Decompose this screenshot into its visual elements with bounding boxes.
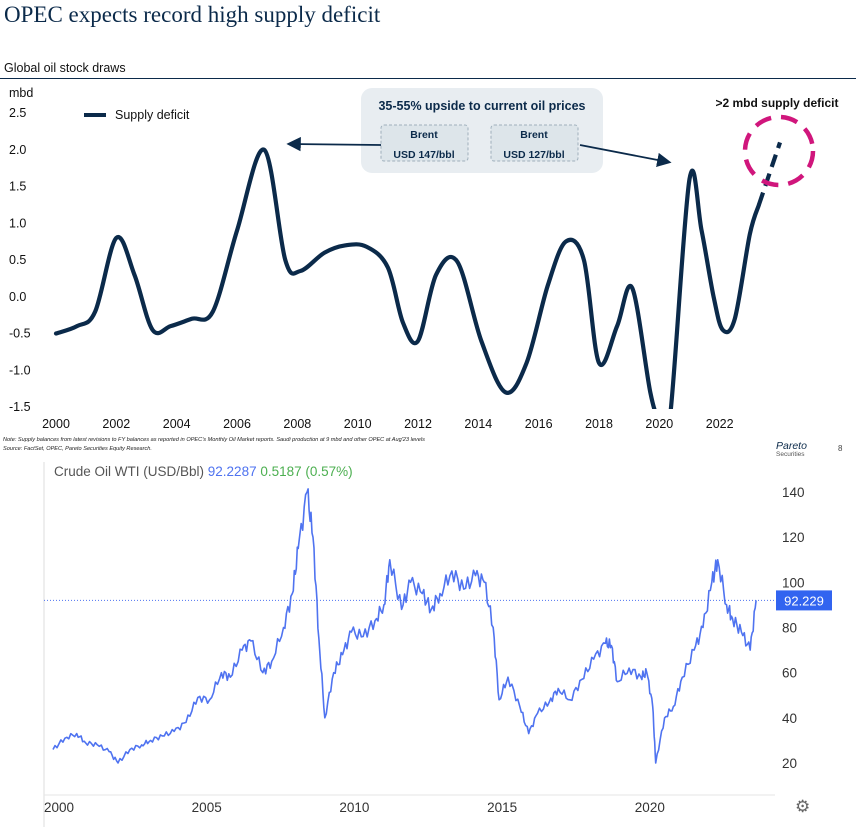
y-tick-label: 40 [782, 711, 797, 726]
x-tick-label: 2006 [223, 417, 251, 431]
chart-note: Note: Supply balances from latest revisi… [3, 437, 425, 443]
y-tick-label: 60 [782, 666, 797, 681]
wti-header: Crude Oil WTI (USD/Bbl) 92.2287 0.5187 (… [54, 464, 353, 479]
brent-label: Brent [410, 129, 438, 141]
last-value-badge-label: 92.229 [784, 593, 824, 608]
y-tick-label: 1.5 [9, 180, 26, 194]
x-tick-label: 2005 [192, 800, 222, 815]
x-tick-label: 2016 [525, 417, 553, 431]
y-tick-label: 2.0 [9, 143, 26, 157]
pareto-logo-sub: Securities [776, 451, 805, 458]
supply-deficit-chart: 2.5 2.0 1.5 1.0 0.5 0.0 -0.5 -1.0 -1.5 2000 2002 20… [9, 88, 839, 431]
page-number: 8 [838, 444, 843, 453]
y-tick-label: 0.5 [9, 253, 26, 267]
gear-icon[interactable]: ⚙ [795, 797, 811, 816]
x-tick-label: 2010 [339, 800, 369, 815]
y-tick-label: 0.0 [9, 290, 26, 304]
title-divider [0, 78, 856, 79]
pareto-logo: Pareto [776, 440, 807, 452]
y-axis-unit: mbd [9, 86, 34, 100]
x-tick-label: 2000 [44, 800, 74, 815]
series-projection-line [756, 141, 782, 206]
brent-box [380, 124, 469, 162]
legend-label: Supply deficit [115, 108, 190, 122]
wti-title: Crude Oil WTI (USD/Bbl) [54, 464, 208, 479]
annotation-title: 35-55% upside to current oil prices [378, 99, 585, 113]
x-tick-label: 2014 [464, 417, 492, 431]
x-tick-label: 2004 [163, 417, 191, 431]
chart-source: Source: FactSet, OPEC, Pareto Securities… [3, 446, 152, 452]
y-tick-label: 120 [782, 530, 805, 545]
deficit-label: >2 mbd supply deficit [715, 96, 838, 110]
x-tick-label: 2018 [585, 417, 613, 431]
brent-box [490, 124, 579, 162]
arrow-to-2007-peak [286, 136, 382, 152]
y-tick-label: 20 [782, 756, 797, 771]
y-tick-label: 100 [782, 575, 805, 590]
brent-label: Brent [520, 129, 548, 141]
wti-last-value: 92.2287 [208, 464, 261, 479]
x-tick-label: 2008 [283, 417, 311, 431]
series-wti-line [52, 488, 757, 764]
x-tick-label: 2000 [42, 417, 70, 431]
wti-change: 0.5187 (0.57%) [260, 464, 352, 479]
arrow-to-2022-peak [579, 144, 672, 168]
y-tick-label: -0.5 [9, 327, 31, 341]
x-tick-label: 2015 [487, 800, 517, 815]
y-tick-label: -1.5 [9, 400, 31, 414]
y-tick-label: -1.0 [9, 363, 31, 377]
y-tick-label: 1.0 [9, 216, 26, 230]
x-tick-label: 2012 [404, 417, 432, 431]
y-tick-label: 80 [782, 621, 797, 636]
brent-value: USD 147/bbl [393, 149, 454, 161]
y-tick-label: 140 [782, 485, 805, 500]
x-tick-label: 2022 [706, 417, 734, 431]
x-tick-label: 2020 [645, 417, 673, 431]
brent-value: USD 127/bbl [503, 149, 564, 161]
page-title: OPEC expects record high supply deficit [4, 2, 381, 27]
y-tick-label: 2.5 [9, 106, 26, 120]
x-tick-label: 2010 [344, 417, 372, 431]
chart-subtitle: Global oil stock draws [4, 61, 126, 75]
last-value-badge [776, 590, 832, 611]
series-supply-deficit-line [53, 147, 761, 409]
x-tick-label: 2002 [102, 417, 130, 431]
x-tick-label: 2020 [635, 800, 665, 815]
deficit-circle [742, 114, 816, 188]
